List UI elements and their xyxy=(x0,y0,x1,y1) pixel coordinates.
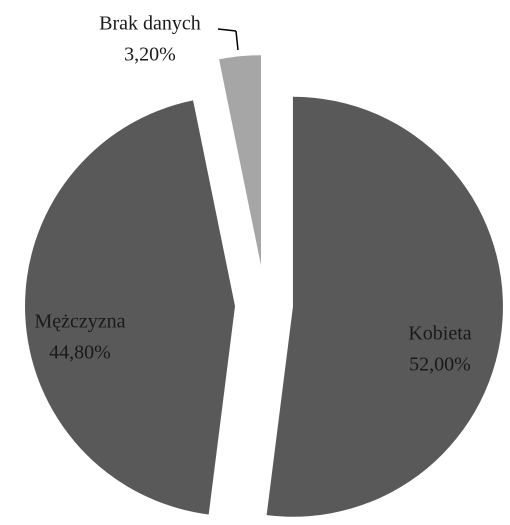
slice-value-label: 3,20% xyxy=(124,44,176,66)
slice-value-label: 44,80% xyxy=(49,342,111,364)
pie-slice xyxy=(266,96,503,517)
pie-slice xyxy=(219,55,261,266)
slice-label: Mężczyzna xyxy=(34,311,125,333)
leader-line xyxy=(235,30,239,51)
slice-value-label: 52,00% xyxy=(409,354,471,376)
pie-slice xyxy=(25,100,236,515)
leader-line xyxy=(217,28,237,32)
slice-label: Kobieta xyxy=(408,323,471,345)
slice-label: Brak danych xyxy=(99,13,201,35)
